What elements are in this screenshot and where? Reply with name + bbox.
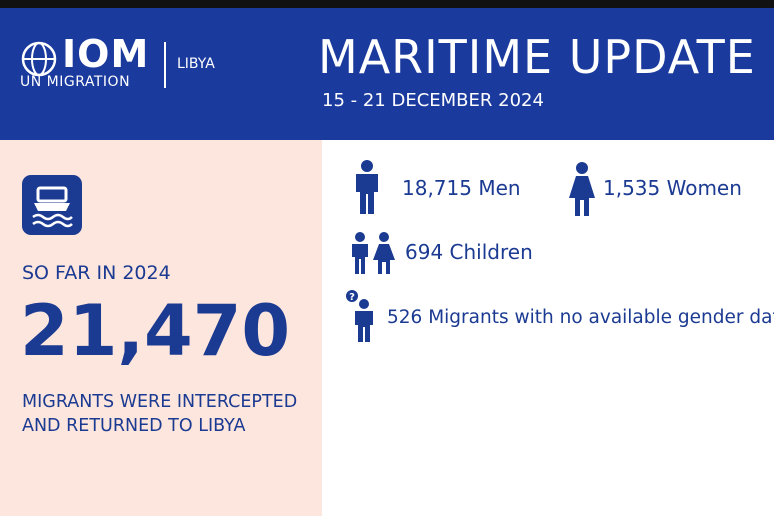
svg-text:?: ? xyxy=(349,292,355,303)
logo-globe xyxy=(21,41,57,77)
unknown-icon: ? xyxy=(346,290,373,342)
summary-label: SO FAR IN 2024 xyxy=(22,262,171,284)
title: MARITIME UPDATE xyxy=(318,30,756,84)
logo-tagline: UN MIGRATION xyxy=(20,74,131,90)
women-count: 1,535 Women xyxy=(603,176,742,200)
boat-icon xyxy=(22,175,82,235)
man-icon xyxy=(356,160,378,214)
woman-icon xyxy=(569,162,595,216)
top-bar xyxy=(0,0,774,8)
header xyxy=(0,8,774,140)
men-count: 18,715 Men xyxy=(402,176,521,200)
office: LIBYA xyxy=(177,56,215,72)
unknown-count: 526 Migrants with no available gender da… xyxy=(387,307,774,328)
period: 15 - 21 DECEMBER 2024 xyxy=(322,90,544,111)
logo-divider xyxy=(164,42,166,88)
logo-name: IOM xyxy=(62,32,150,76)
summary-total: 21,470 xyxy=(20,290,291,372)
children-count: 694 Children xyxy=(405,240,533,264)
children-icon xyxy=(352,232,395,274)
summary-description: MIGRANTS WERE INTERCEPTED xyxy=(22,392,298,412)
summary-description: AND RETURNED TO LIBYA xyxy=(22,416,246,436)
